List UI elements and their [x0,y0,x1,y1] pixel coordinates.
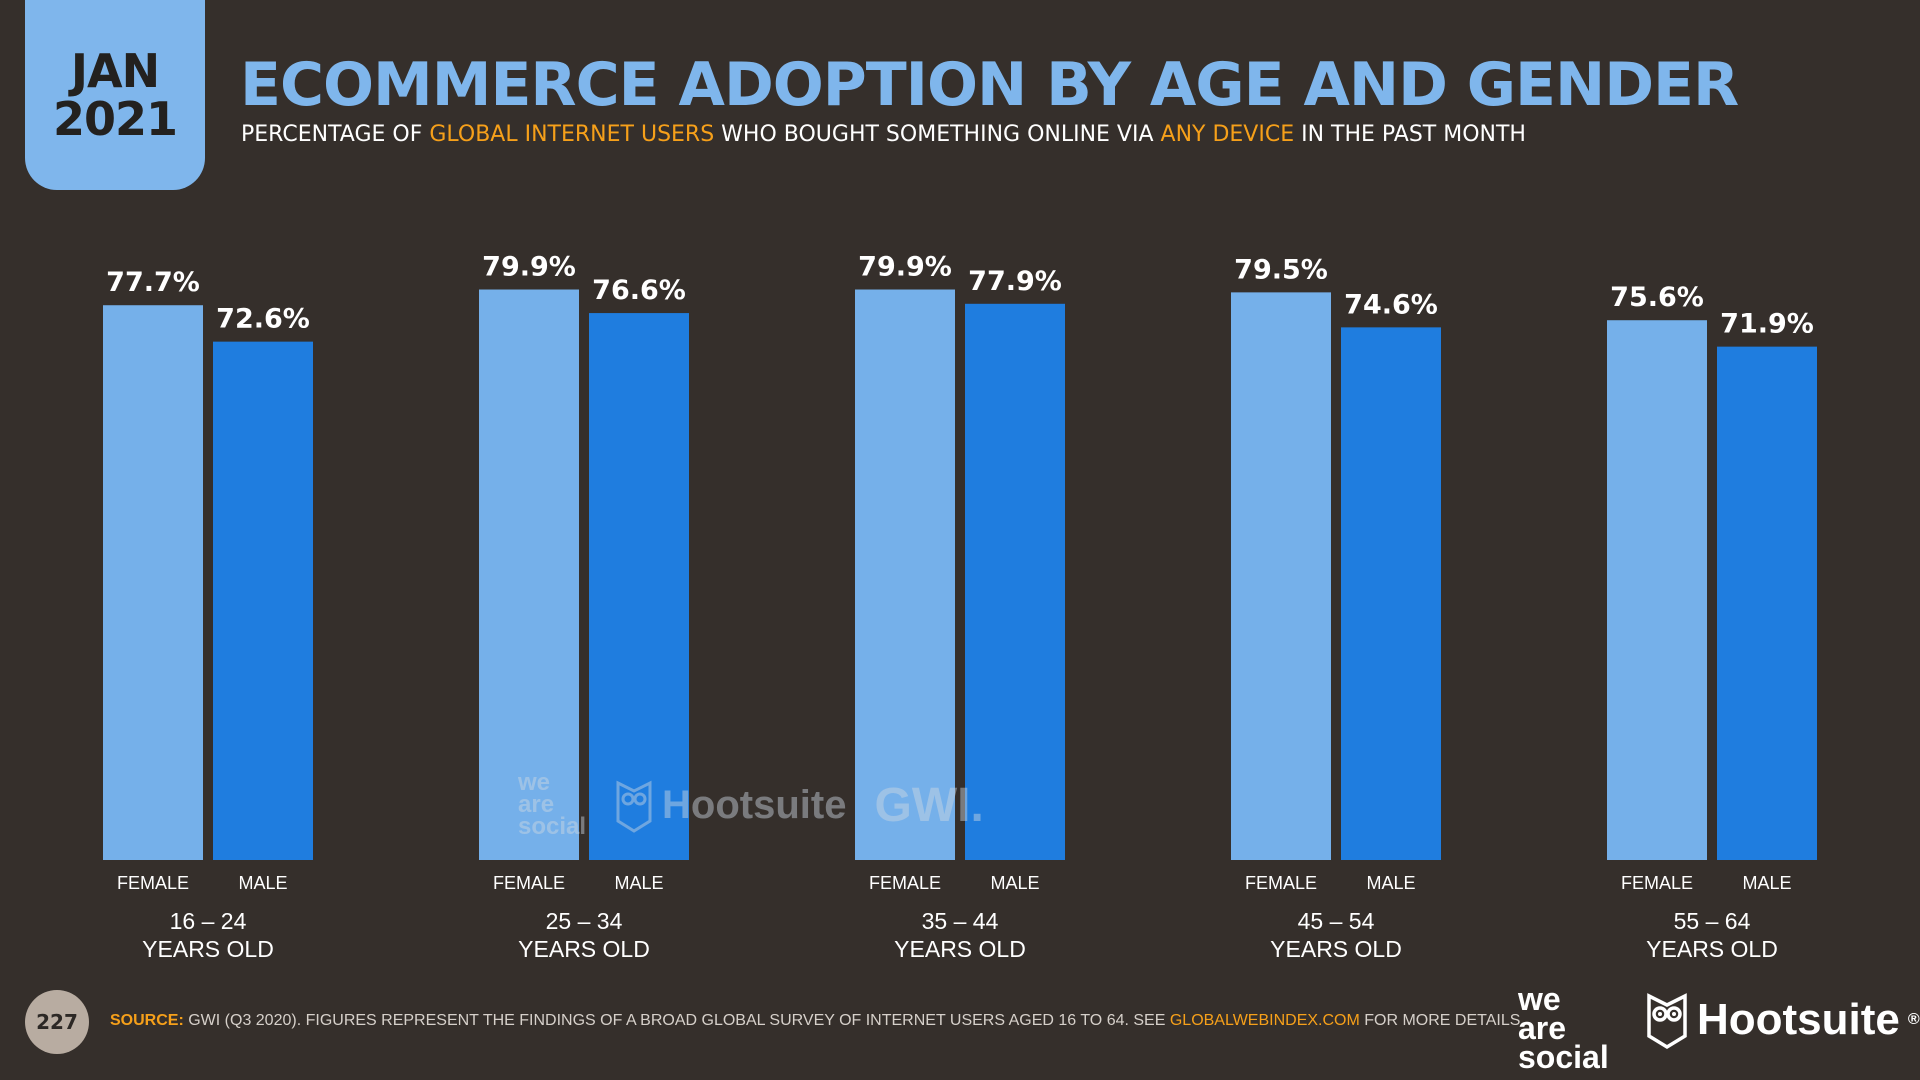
watermark-social-line: social [518,813,587,841]
date-badge: JAN 2021 [25,0,205,190]
date-year: 2021 [52,92,178,146]
source-link[interactable]: GLOBALWEBINDEX.COM [1169,1012,1360,1029]
logo-social-line: social [1518,1038,1609,1075]
series-label: FEMALE [1621,873,1693,893]
bar-value-label: 79.5% [1234,254,1328,285]
male-bar [1717,346,1817,860]
series-label: FEMALE [493,873,565,893]
category-label: 35 – 44 [922,908,999,934]
male-bar [1341,327,1441,861]
female-bar [855,289,955,860]
bar-value-label: 74.6% [1344,289,1438,320]
watermark-social-line: we [518,768,551,796]
bar-value-label: 75.6% [1610,282,1704,313]
logo-hootsuite-text: Hootsuite [1697,995,1900,1044]
watermark-hootsuite-text: Hootsuite [662,782,847,827]
bar-value-label: 77.7% [106,267,200,298]
male-bar [213,341,313,860]
series-label: MALE [614,873,663,893]
bar-value-label: 79.9% [482,252,576,283]
watermark-hootsuite-logo: Hootsuite [614,777,846,833]
category-label: 16 – 24 [170,908,247,934]
date-month: JAN [70,43,160,98]
series-label: MALE [990,873,1039,893]
watermark: we are social Hootsuite GWI. [518,760,1063,850]
series-label: MALE [238,873,287,893]
category-label: 55 – 64 [1674,908,1751,934]
female-bar [1607,320,1707,860]
owl-icon [616,780,652,833]
watermark-we-are-social-logo: we are social [518,768,587,841]
bar-value-label: 79.9% [858,252,952,283]
category-label: YEARS OLD [142,936,274,962]
category-label: 25 – 34 [546,908,623,934]
series-label: MALE [1742,873,1791,893]
series-label: MALE [1366,873,1415,893]
bar-value-label: 72.6% [216,304,310,335]
category-label: YEARS OLD [894,936,1026,962]
subtitle-highlight: ANY DEVICE [1160,122,1295,147]
male-bar [589,313,689,860]
category-label: YEARS OLD [518,936,650,962]
page-number: 227 [25,990,89,1054]
logo-social-line: are [1518,1009,1567,1046]
subtitle-part: IN THE PAST MONTH [1294,122,1526,147]
male-bar [965,303,1065,860]
category-label: YEARS OLD [1270,936,1402,962]
watermark-gwi-logo: GWI. [874,778,984,832]
logo-hootsuite-mark: ® [1907,1011,1920,1028]
subtitle-highlight: GLOBAL INTERNET USERS [429,122,715,147]
female-bar [103,305,203,860]
we-are-social-logo: we are social [1518,981,1609,1075]
subtitle-part: PERCENTAGE OF [241,122,430,147]
owl-icon [1647,993,1687,1050]
source-tail: FOR MORE DETAILS. [1359,1012,1525,1029]
page-subtitle: PERCENTAGE OF GLOBAL INTERNET USERS WHO … [241,122,1526,147]
category-label: YEARS OLD [1646,936,1778,962]
hootsuite-logo: Hootsuite ® [1645,990,1920,1050]
female-bar [479,289,579,860]
bar-value-label: 77.9% [968,266,1062,297]
female-bar [1231,292,1331,860]
series-label: FEMALE [869,873,941,893]
source-note: SOURCE: GWI (Q3 2020). FIGURES REPRESENT… [110,1012,1525,1030]
bar-value-label: 76.6% [592,275,686,306]
subtitle-part: WHO BOUGHT SOMETHING ONLINE VIA [714,122,1161,147]
series-label: FEMALE [1245,873,1317,893]
source-text: GWI (Q3 2020). FIGURES REPRESENT THE FIN… [183,1012,1170,1029]
page-title: ECOMMERCE ADOPTION BY AGE AND GENDER [240,50,1739,120]
logo-social-line: we [1518,981,1561,1017]
source-label: SOURCE: [110,1012,184,1029]
series-label: FEMALE [117,873,189,893]
bar-value-label: 71.9% [1720,309,1814,340]
category-label: 45 – 54 [1298,908,1375,934]
watermark-social-line: are [518,790,555,818]
